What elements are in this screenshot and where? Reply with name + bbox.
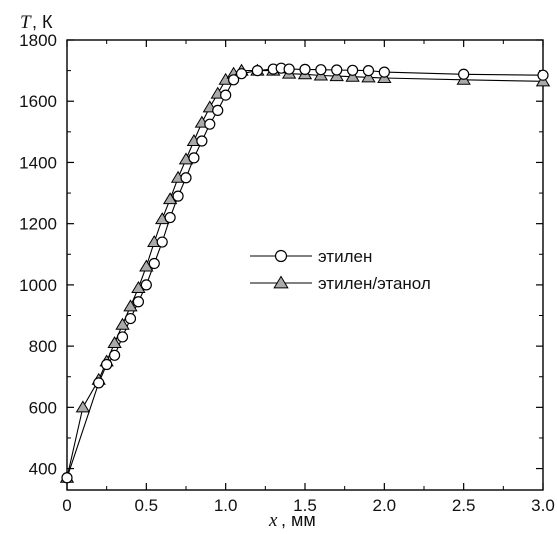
- data-point-circle: [299, 63, 311, 75]
- series-line-triangle: [66, 70, 544, 478]
- x-axis-symbol: x: [268, 510, 278, 531]
- data-point-triangle: [107, 336, 122, 349]
- data-point-circle: [124, 312, 137, 325]
- x-tick-label: 3.0: [531, 496, 555, 515]
- data-point-triangle: [75, 400, 91, 413]
- data-point-circle: [101, 358, 113, 371]
- x-axis-unit: , мм: [281, 510, 316, 530]
- data-point-circle: [188, 152, 200, 164]
- data-point-circle: [132, 296, 144, 308]
- data-point-circle: [196, 135, 208, 147]
- y-tick-label: 1000: [19, 276, 57, 295]
- data-point-circle: [93, 377, 105, 389]
- data-point-circle: [331, 64, 343, 76]
- data-point-triangle: [123, 299, 138, 312]
- y-tick-label: 600: [29, 398, 57, 417]
- y-tick-label: 1200: [19, 215, 57, 234]
- y-axis-title: T , К: [20, 12, 53, 33]
- data-point-circle: [315, 64, 327, 76]
- series-markers-triangle: [59, 63, 551, 483]
- data-point-circle: [220, 89, 232, 101]
- data-point-circle: [235, 68, 248, 80]
- y-tick-label: 800: [29, 337, 57, 356]
- axes: 0 0.5 1.0 1.5 2.0 2.5 3.0 400 600 800 1000 1200 1400…: [19, 31, 555, 515]
- y-tick-label: 1600: [19, 92, 57, 111]
- data-point-circle: [156, 236, 168, 248]
- data-point-circle: [61, 472, 73, 484]
- y-axis-unit: , К: [32, 12, 53, 32]
- data-point-circle: [378, 66, 390, 78]
- x-tick-label: 1.0: [214, 496, 238, 515]
- x-tick-label: 1.5: [293, 496, 317, 515]
- data-point-circle: [537, 69, 549, 81]
- data-point-circle: [180, 172, 192, 184]
- legend: этилен этилен/этанол: [250, 247, 431, 293]
- data-point-circle: [204, 118, 216, 130]
- data-point-circle: [140, 279, 152, 291]
- data-point-circle: [362, 65, 375, 77]
- data-point-triangle: [345, 69, 360, 82]
- data-point-triangle: [361, 70, 376, 83]
- data-point-triangle: [115, 317, 130, 330]
- data-point-circle: [148, 257, 160, 270]
- x-tick-label: 2.5: [452, 496, 476, 515]
- y-axis-symbol: T: [20, 12, 32, 33]
- legend-marker-circle: [274, 249, 288, 263]
- data-point-circle: [228, 74, 240, 86]
- series-line-circle: [66, 67, 544, 478]
- data-point-circle: [172, 190, 184, 202]
- series-layer: [59, 62, 551, 484]
- y-tick-label: 1800: [19, 31, 57, 50]
- data-point-circle: [164, 211, 176, 224]
- data-point-circle: [347, 64, 359, 76]
- data-point-circle: [116, 331, 129, 343]
- x-tick-label: 2.0: [373, 496, 397, 515]
- data-point-circle: [283, 63, 295, 75]
- plot-frame: [66, 39, 544, 491]
- legend-label: этилен: [318, 247, 372, 266]
- x-tick-label: 0: [62, 496, 71, 515]
- legend-label: этилен/этанол: [318, 274, 431, 293]
- series-markers-circle: [61, 62, 549, 484]
- data-point-circle: [458, 68, 470, 80]
- y-tick-label: 400: [29, 460, 57, 479]
- x-tick-label: 0.5: [135, 496, 159, 515]
- data-point-circle: [212, 104, 224, 117]
- legend-marker-triangle: [273, 275, 289, 289]
- data-point-circle: [108, 349, 121, 361]
- x-axis-title: x , мм: [268, 510, 316, 531]
- data-point-circle: [251, 65, 263, 77]
- y-tick-label: 1400: [19, 153, 57, 172]
